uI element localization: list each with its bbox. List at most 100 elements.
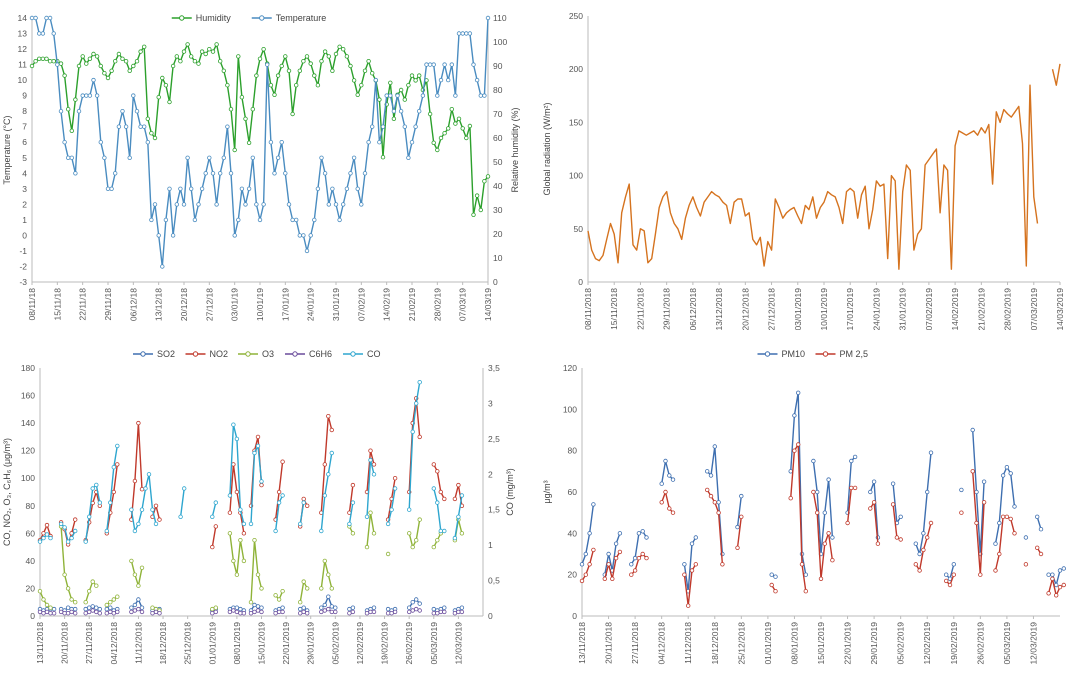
- data-point: [120, 56, 125, 61]
- data-point: [456, 514, 461, 519]
- x-tick-label: 13/11/2018: [577, 622, 587, 664]
- data-point: [286, 68, 292, 73]
- data-point: [83, 600, 88, 605]
- data-point: [83, 539, 88, 544]
- data-point: [29, 15, 35, 21]
- data-point: [947, 582, 953, 588]
- data-point: [670, 477, 676, 482]
- data-point: [134, 108, 140, 114]
- y-right-tick-label: 50: [493, 157, 503, 167]
- data-point: [236, 54, 241, 59]
- y-right-tick-label: 110: [493, 13, 507, 23]
- legend-marker: [764, 351, 771, 357]
- data-point: [640, 529, 645, 534]
- y-axis-title: Temperature (°C): [2, 115, 12, 184]
- data-point: [373, 77, 378, 83]
- data-point: [368, 457, 373, 463]
- data-point: [606, 551, 611, 557]
- data-point: [254, 73, 259, 78]
- y-tick-label: 8: [22, 106, 27, 116]
- legend-marker: [140, 351, 146, 357]
- data-point: [871, 479, 877, 484]
- data-point: [86, 605, 92, 610]
- data-point: [410, 429, 415, 434]
- data-point: [1012, 531, 1017, 536]
- x-tick-label: 03/01/19: [230, 288, 240, 321]
- data-point: [769, 572, 774, 577]
- data-point: [243, 202, 248, 207]
- data-point: [344, 54, 350, 59]
- data-point: [90, 486, 95, 491]
- data-point: [326, 413, 331, 419]
- data-point: [659, 500, 664, 505]
- data-point: [297, 68, 302, 73]
- data-point: [104, 602, 109, 608]
- data-point: [234, 489, 240, 495]
- data-point: [275, 155, 281, 160]
- data-point: [388, 80, 393, 85]
- x-tick-label: 13/11/2018: [35, 622, 45, 664]
- data-point: [391, 108, 397, 114]
- data-point: [232, 233, 237, 238]
- y-tick-label: 250: [569, 11, 583, 21]
- data-point: [951, 572, 956, 577]
- x-tick-label: 12/03/2019: [453, 622, 463, 665]
- data-point: [213, 524, 218, 529]
- data-point: [347, 606, 352, 612]
- data-point: [739, 493, 744, 499]
- data-point: [129, 558, 134, 564]
- data-point: [769, 582, 774, 588]
- x-tick-label: 22/01/2019: [843, 622, 853, 665]
- data-point: [111, 597, 116, 602]
- data-point: [319, 59, 324, 64]
- data-point: [368, 510, 373, 515]
- data-point: [974, 489, 979, 495]
- data-point: [583, 572, 588, 577]
- data-point: [65, 155, 71, 160]
- data-point: [62, 611, 67, 616]
- data-point: [41, 597, 46, 602]
- data-point: [371, 462, 377, 467]
- x-tick-label: 15/11/18: [52, 288, 62, 321]
- x-tick-label: 27/12/2018: [767, 288, 777, 330]
- data-point: [97, 606, 102, 612]
- data-point: [459, 493, 465, 498]
- y-tick-label: 0: [578, 277, 583, 287]
- y-tick-label: 80: [568, 446, 578, 456]
- data-point: [417, 517, 422, 522]
- data-point: [391, 116, 397, 121]
- data-point: [51, 59, 56, 64]
- data-point: [298, 606, 303, 612]
- data-point: [129, 605, 134, 610]
- data-point: [350, 531, 356, 536]
- data-point: [257, 56, 263, 61]
- data-point: [174, 202, 179, 207]
- data-point: [398, 87, 404, 93]
- data-point: [788, 469, 793, 474]
- data-point: [392, 486, 398, 491]
- data-point: [213, 605, 218, 610]
- data-point: [830, 535, 835, 540]
- data-point: [286, 202, 292, 207]
- data-point: [149, 130, 154, 136]
- data-point: [644, 555, 649, 561]
- data-point: [1061, 582, 1066, 588]
- data-point: [41, 611, 46, 616]
- data-point: [156, 94, 161, 100]
- data-point: [304, 54, 310, 59]
- data-point: [214, 42, 219, 47]
- data-point: [409, 139, 415, 145]
- data-point: [830, 557, 835, 563]
- data-point: [693, 562, 698, 567]
- data-point: [735, 524, 740, 530]
- data-point: [199, 49, 205, 54]
- data-point: [682, 562, 687, 567]
- data-point: [203, 171, 208, 176]
- data-point: [58, 609, 64, 615]
- data-point: [196, 202, 201, 207]
- data-point: [708, 473, 714, 478]
- data-point: [214, 202, 219, 207]
- data-point: [894, 535, 900, 540]
- data-point: [301, 59, 306, 64]
- data-point: [347, 521, 352, 527]
